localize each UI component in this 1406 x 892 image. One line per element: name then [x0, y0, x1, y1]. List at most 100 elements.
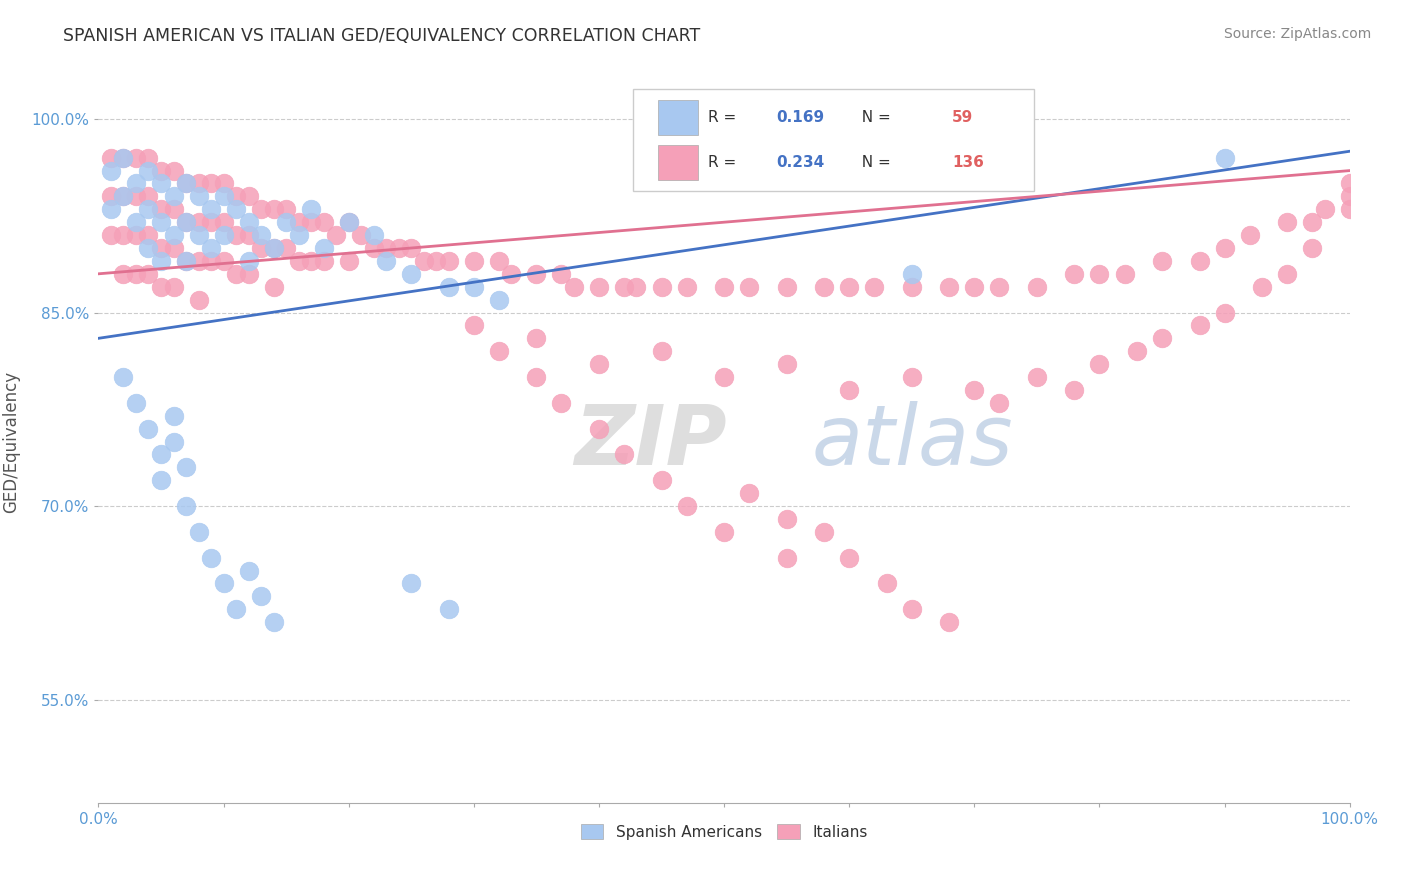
- Point: [963, 383, 986, 397]
- Point: [200, 202, 222, 217]
- Text: N =: N =: [852, 155, 896, 170]
- Point: [776, 357, 799, 371]
- Point: [1213, 305, 1236, 319]
- Point: [100, 202, 122, 217]
- Text: ZIP: ZIP: [574, 401, 727, 482]
- Point: [138, 202, 160, 217]
- Text: SPANISH AMERICAN VS ITALIAN GED/EQUIVALENCY CORRELATION CHART: SPANISH AMERICAN VS ITALIAN GED/EQUIVALE…: [63, 27, 700, 45]
- Point: [162, 202, 184, 217]
- FancyBboxPatch shape: [633, 89, 1035, 191]
- Point: [838, 550, 860, 565]
- Point: [287, 215, 309, 229]
- Point: [524, 370, 547, 384]
- Point: [401, 576, 423, 591]
- Point: [187, 228, 209, 243]
- Point: [112, 370, 135, 384]
- Point: [1277, 267, 1299, 281]
- Point: [174, 254, 197, 268]
- Point: [776, 512, 799, 526]
- Point: [1150, 254, 1173, 268]
- Point: [488, 344, 510, 359]
- Point: [1301, 215, 1323, 229]
- Point: [375, 241, 398, 255]
- Point: [375, 254, 398, 268]
- Point: [200, 254, 222, 268]
- Point: [112, 228, 135, 243]
- Point: [900, 267, 922, 281]
- Point: [150, 241, 173, 255]
- Point: [162, 279, 184, 293]
- Point: [187, 293, 209, 307]
- Point: [738, 486, 761, 500]
- Point: [150, 177, 173, 191]
- Point: [900, 279, 922, 293]
- Text: atlas: atlas: [811, 401, 1014, 482]
- Point: [150, 163, 173, 178]
- Point: [162, 228, 184, 243]
- Point: [250, 202, 273, 217]
- Point: [776, 550, 799, 565]
- Point: [174, 254, 197, 268]
- Point: [312, 254, 335, 268]
- Point: [838, 279, 860, 293]
- Point: [212, 177, 235, 191]
- Point: [713, 370, 735, 384]
- Point: [125, 396, 148, 410]
- Point: [125, 215, 148, 229]
- Point: [212, 189, 235, 203]
- Point: [1063, 267, 1085, 281]
- Point: [488, 254, 510, 268]
- Point: [162, 189, 184, 203]
- Text: R =: R =: [707, 110, 741, 125]
- Point: [713, 279, 735, 293]
- Point: [550, 267, 572, 281]
- Point: [212, 254, 235, 268]
- Point: [963, 279, 986, 293]
- Point: [225, 602, 247, 616]
- Point: [650, 473, 672, 487]
- Point: [187, 254, 209, 268]
- Text: 0.169: 0.169: [776, 110, 825, 125]
- Point: [312, 215, 335, 229]
- Point: [388, 241, 411, 255]
- Point: [112, 189, 135, 203]
- Point: [174, 460, 197, 475]
- Point: [274, 202, 298, 217]
- Point: [287, 254, 309, 268]
- Point: [174, 215, 197, 229]
- Point: [1339, 202, 1361, 217]
- Point: [138, 267, 160, 281]
- Bar: [658, 100, 697, 135]
- Point: [613, 279, 636, 293]
- Point: [312, 241, 335, 255]
- Point: [250, 228, 273, 243]
- Point: [1301, 241, 1323, 255]
- Point: [1026, 370, 1049, 384]
- Point: [162, 434, 184, 449]
- Point: [138, 151, 160, 165]
- Point: [238, 254, 260, 268]
- Point: [162, 241, 184, 255]
- Point: [200, 177, 222, 191]
- Point: [325, 228, 347, 243]
- Point: [225, 228, 247, 243]
- Point: [1063, 383, 1085, 397]
- Point: [776, 279, 799, 293]
- Point: [150, 202, 173, 217]
- Point: [588, 279, 610, 293]
- Point: [263, 615, 285, 630]
- Point: [401, 241, 423, 255]
- Point: [437, 602, 460, 616]
- Point: [112, 189, 135, 203]
- Point: [212, 576, 235, 591]
- Point: [112, 151, 135, 165]
- Point: [524, 267, 547, 281]
- Point: [238, 564, 260, 578]
- Point: [1150, 331, 1173, 345]
- Point: [174, 215, 197, 229]
- Point: [1251, 279, 1274, 293]
- Point: [337, 254, 360, 268]
- Point: [274, 215, 298, 229]
- Point: [1277, 215, 1299, 229]
- Point: [212, 215, 235, 229]
